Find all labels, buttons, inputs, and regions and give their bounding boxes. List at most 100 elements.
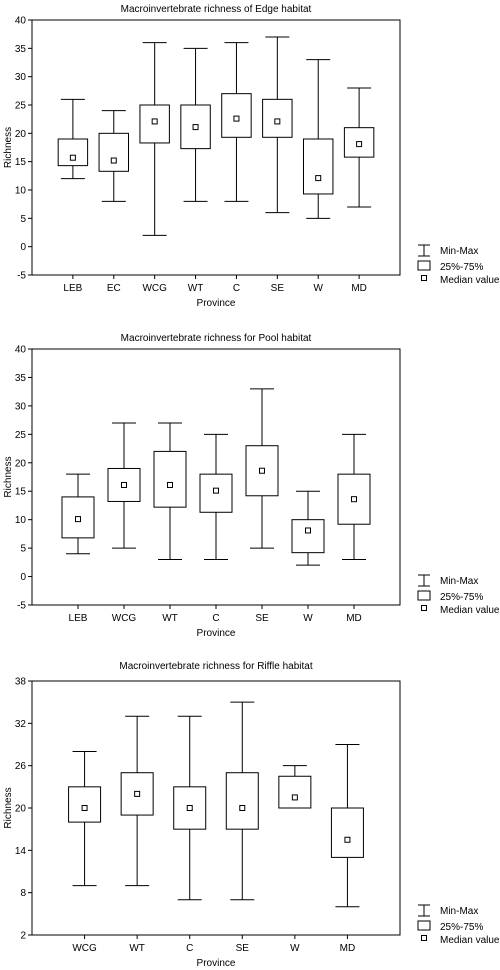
median-marker	[186, 805, 193, 811]
legend-median-icon	[421, 275, 427, 281]
chart-title: Macroinvertebrate richness for Riffle ha…	[119, 661, 312, 672]
legend-minmax-label: Min-Max	[440, 246, 478, 257]
legend-median-icon	[421, 935, 427, 941]
box-md	[330, 744, 364, 908]
y-tick-label: 20	[15, 804, 27, 815]
y-tick-label: 32	[15, 719, 27, 730]
box-wcg	[139, 42, 170, 236]
x-tick-label: SE	[236, 943, 250, 954]
box-se	[262, 36, 293, 214]
chart-panel-3: Macroinvertebrate richness for Riffle ha…	[3, 661, 500, 969]
box-wt	[180, 47, 211, 202]
median-marker	[239, 805, 246, 811]
box-wcg	[68, 751, 102, 887]
x-tick-label: C	[186, 943, 193, 954]
iqr-box	[68, 786, 102, 823]
box-w	[278, 765, 312, 809]
legend: Min-Max 25%-75% Median value	[417, 244, 500, 286]
y-tick-label: 10	[15, 186, 27, 197]
y-tick-label: 30	[15, 401, 27, 412]
y-tick-label: 5	[20, 544, 26, 555]
x-tick-label: WT	[129, 943, 145, 954]
x-tick-label: SE	[255, 613, 269, 624]
legend-minmax-label: Min-Max	[440, 906, 478, 917]
median-marker	[151, 118, 158, 125]
y-axis-label: Richness	[3, 127, 14, 168]
y-tick-label: 38	[15, 677, 27, 688]
y-tick-label: 5	[20, 214, 26, 225]
iqr-box	[221, 93, 252, 138]
y-tick-label: 2	[20, 931, 26, 942]
median-marker	[75, 516, 81, 523]
chart-title: Macroinvertebrate richness of Edge habit…	[121, 4, 312, 15]
box-wt	[153, 422, 187, 560]
box-c	[199, 433, 233, 560]
chart-title: Macroinvertebrate richness for Pool habi…	[121, 333, 312, 344]
box-c	[221, 42, 252, 202]
legend: Min-Max 25%-75% Median value	[417, 574, 500, 616]
iqr-box	[262, 98, 293, 138]
median-marker	[134, 790, 141, 797]
box-wt	[120, 715, 154, 887]
y-tick-label: 20	[15, 458, 27, 469]
x-tick-label: SE	[271, 283, 285, 294]
iqr-box	[153, 450, 187, 508]
x-tick-label: WT	[188, 283, 204, 294]
median-marker	[291, 794, 298, 801]
median-marker	[274, 118, 281, 125]
y-tick-label: -5	[17, 271, 26, 282]
x-tick-label: EC	[107, 283, 121, 294]
box-leb	[57, 98, 89, 180]
iqr-box	[98, 132, 129, 172]
median-marker	[192, 124, 199, 131]
median-marker	[167, 481, 173, 488]
x-tick-label: WCG	[112, 613, 137, 624]
x-tick-label: WCG	[72, 943, 97, 954]
median-marker	[81, 805, 88, 811]
y-axis-label: Richness	[3, 787, 14, 828]
y-tick-label: 25	[15, 101, 27, 112]
median-marker	[344, 836, 351, 843]
x-tick-label: WCG	[142, 283, 167, 294]
legend-median-label: Median value	[440, 935, 500, 946]
x-tick-label: W	[290, 943, 300, 954]
box-leb	[61, 473, 95, 555]
box-se	[225, 701, 259, 901]
x-tick-label: W	[303, 613, 313, 624]
legend: Min-Max 25%-75% Median value	[417, 904, 500, 946]
box-se	[245, 388, 279, 549]
x-axis-label: Province	[197, 298, 236, 309]
x-tick-label: C	[212, 613, 219, 624]
median-marker	[259, 467, 265, 474]
legend-minmax-label: Min-Max	[440, 576, 478, 587]
y-tick-label: 15	[15, 157, 27, 168]
legend-iqr-label: 25%-75%	[440, 922, 483, 933]
iqr-box	[278, 775, 312, 809]
y-tick-label: 35	[15, 44, 27, 55]
median-marker	[356, 141, 363, 148]
legend-median-icon	[421, 605, 427, 611]
y-tick-label: 25	[15, 430, 27, 441]
legend-iqr-label: 25%-75%	[440, 262, 483, 273]
chart-panel-2: Macroinvertebrate richness for Pool habi…	[3, 333, 500, 639]
iqr-box	[330, 807, 364, 858]
x-tick-label: LEB	[63, 283, 82, 294]
median-marker	[351, 496, 357, 503]
x-tick-label: MD	[351, 283, 367, 294]
y-tick-label: 14	[15, 846, 27, 857]
y-tick-label: 8	[20, 888, 26, 899]
x-tick-label: MD	[340, 943, 356, 954]
box-md	[337, 433, 371, 560]
legend-median-label: Median value	[440, 605, 500, 616]
legend-iqr-label: 25%-75%	[440, 592, 483, 603]
box-wcg	[107, 422, 141, 549]
median-marker	[305, 527, 311, 534]
y-tick-label: 40	[15, 345, 27, 356]
box-md	[343, 87, 375, 208]
y-tick-label: -5	[17, 601, 26, 612]
legend-iqr-icon	[417, 920, 431, 931]
median-marker	[69, 154, 76, 161]
median-marker	[110, 157, 117, 164]
x-axis-label: Province	[197, 958, 236, 969]
legend-iqr-icon	[417, 590, 431, 601]
